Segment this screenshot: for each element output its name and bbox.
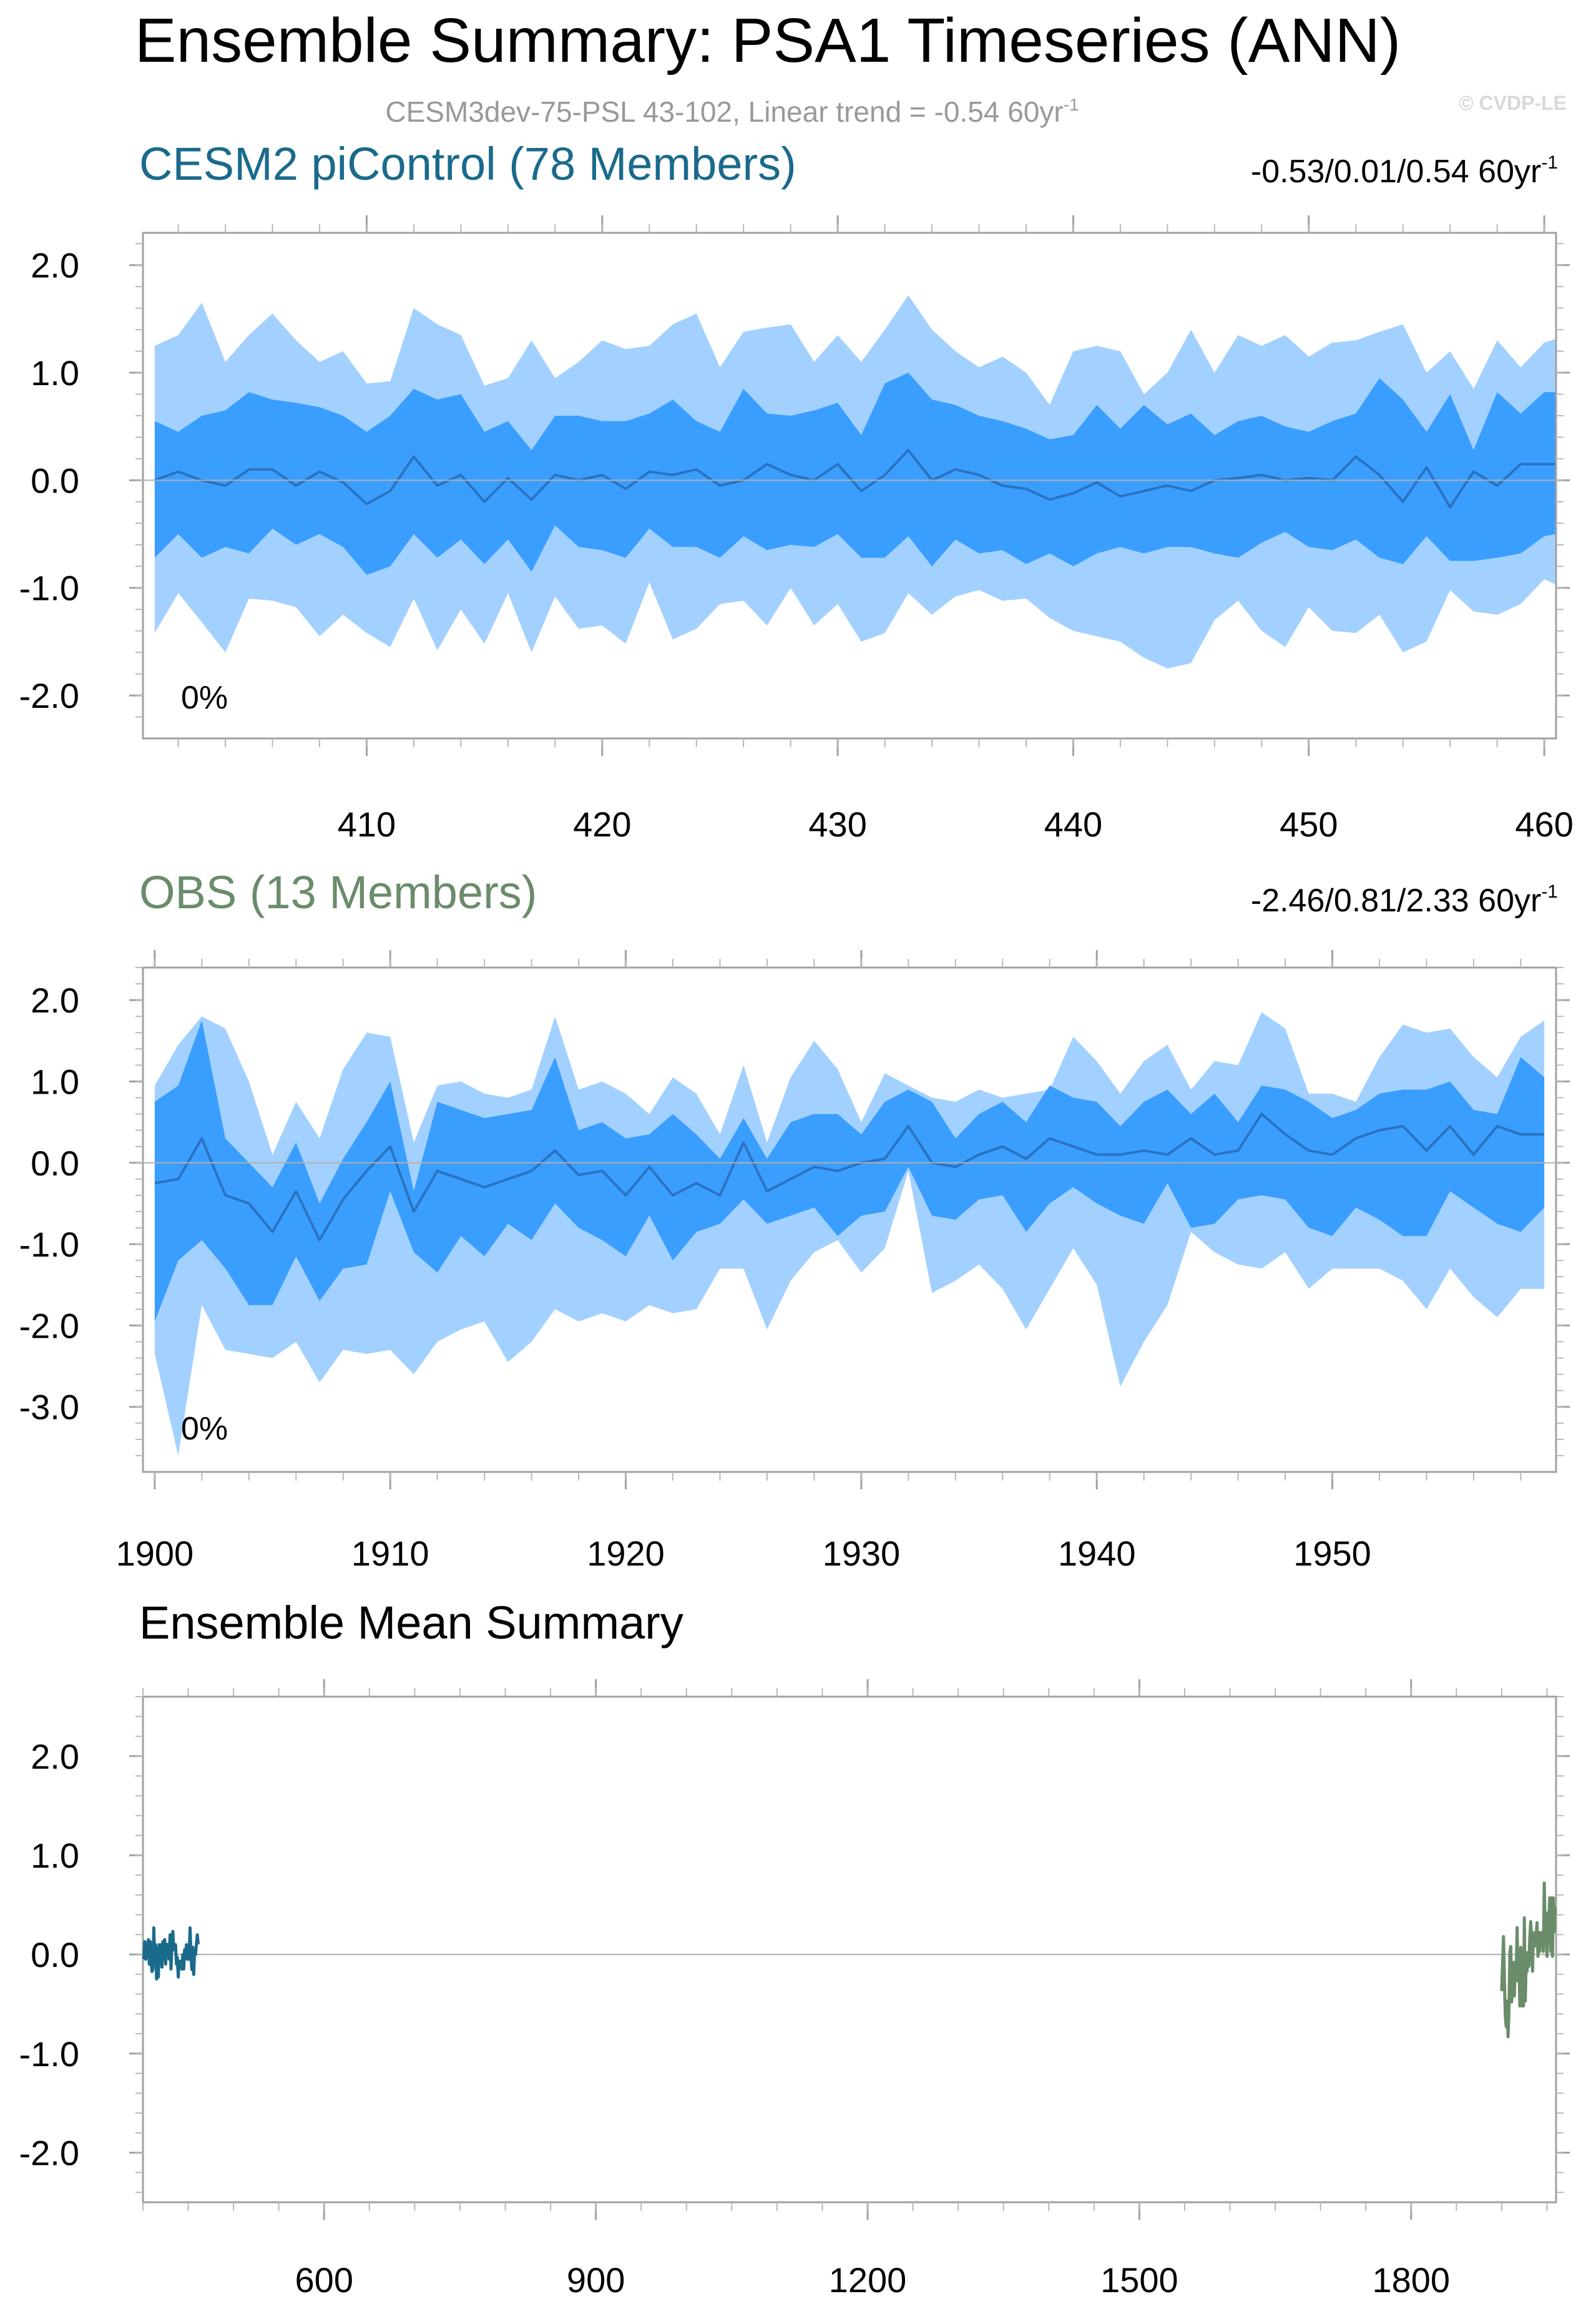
- obs-trend-text: -2.46/0.81/2.33 60yr: [1251, 883, 1541, 919]
- figure-subtitle: CESM3dev-75-PSL 43-102, Linear trend = -…: [385, 95, 1079, 128]
- panel-ensemble-mean-summary: Ensemble Mean Summary -2.0 -1.0 0.0 1.0 2.0 60…: [19, 1597, 1570, 2300]
- summary-xtick-label: 900: [567, 2260, 625, 2300]
- cesm2-ytick-label: 1.0: [31, 353, 79, 393]
- summary-xtick-label: 1200: [829, 2260, 907, 2300]
- obs-xtick-label: 1940: [1058, 1534, 1136, 1573]
- cesm2-ytick-label: 0.0: [31, 461, 79, 500]
- cesm2-xtick-label: 460: [1515, 805, 1573, 844]
- watermark: © CVDP-LE: [1459, 92, 1567, 114]
- cesm2-xtick-label: 410: [338, 805, 396, 844]
- obs-trend-stats: -2.46/0.81/2.33 60yr-1: [1251, 881, 1558, 919]
- cesm2-xtick-label: 450: [1280, 805, 1338, 844]
- cesm2-ytick-label: -2.0: [19, 676, 80, 715]
- summary-line-obs: [1500, 1881, 1557, 2039]
- obs-ytick-label: -1.0: [19, 1225, 80, 1264]
- obs-xtick-label: 1920: [587, 1534, 665, 1573]
- summary-ytick-label: 0.0: [31, 1935, 79, 1974]
- obs-xtick-label: 1930: [823, 1534, 901, 1573]
- summary-ytick-label: 2.0: [31, 1737, 79, 1776]
- obs-xtick-label: 1910: [351, 1534, 429, 1573]
- summary-xtick-label: 1800: [1373, 2260, 1451, 2300]
- summary-line-cesm2: [142, 1926, 200, 1981]
- cesm2-trend-text: -0.53/0.01/0.54 60yr: [1251, 154, 1541, 190]
- obs-ytick-label: -3.0: [19, 1388, 80, 1427]
- summary-xtick-label: 600: [295, 2260, 353, 2300]
- obs-trend-sup: -1: [1541, 881, 1558, 902]
- cesm2-trend-sup: -1: [1541, 152, 1558, 173]
- panel-cesm2: CESM2 piControl (78 Members) -0.53/0.01/0…: [19, 138, 1574, 844]
- figure-subtitle-text: CESM3dev-75-PSL 43-102, Linear trend = -…: [385, 96, 1063, 128]
- cesm2-percent-label: 0%: [181, 680, 228, 716]
- obs-xtick-label: 1900: [116, 1534, 194, 1573]
- summary-data: [142, 1881, 1557, 2039]
- cesm2-iqr-band: [154, 373, 1556, 575]
- cesm2-ytick-label: -1.0: [19, 569, 80, 608]
- obs-data: [154, 1012, 1545, 1456]
- cesm2-xtick-label: 420: [573, 805, 631, 844]
- cesm2-trend-stats: -0.53/0.01/0.54 60yr-1: [1251, 152, 1558, 190]
- obs-iqr-band: [154, 1020, 1545, 1321]
- cesm2-xtick-label: 430: [808, 805, 866, 844]
- obs-plot-frame: [142, 966, 1557, 1473]
- cesm2-data: [154, 295, 1556, 669]
- cesm2-ytick-label: 2.0: [31, 246, 79, 285]
- summary-ytick-label: -2.0: [19, 2134, 80, 2173]
- summary-xtick-label: 1500: [1100, 2260, 1178, 2300]
- cesm2-plot-frame: [142, 232, 1557, 740]
- cesm2-xtick-label: 440: [1044, 805, 1102, 844]
- cesm2-title: CESM2 piControl (78 Members): [139, 138, 796, 190]
- summary-ytick-label: -1.0: [19, 2034, 80, 2074]
- summary-title: Ensemble Mean Summary: [139, 1597, 683, 1649]
- obs-title: OBS (13 Members): [139, 866, 537, 918]
- obs-ytick-label: 0.0: [31, 1144, 79, 1183]
- summary-plot-frame: [142, 1695, 1557, 2204]
- figure-title: Ensemble Summary: PSA1 Timeseries (ANN): [135, 6, 1401, 76]
- figure-subtitle-sup: -1: [1064, 95, 1079, 114]
- obs-percent-label: 0%: [181, 1411, 228, 1447]
- obs-ytick-label: -2.0: [19, 1306, 80, 1345]
- obs-xtick-label: 1950: [1293, 1534, 1371, 1573]
- panel-obs: OBS (13 Members) -2.46/0.81/2.33 60yr-1 -3…: [19, 866, 1570, 1573]
- obs-ytick-label: 2.0: [31, 981, 79, 1020]
- obs-ensemble-mean-line: [154, 1112, 1545, 1242]
- obs-ytick-label: 1.0: [31, 1062, 79, 1101]
- summary-ytick-label: 1.0: [31, 1836, 79, 1875]
